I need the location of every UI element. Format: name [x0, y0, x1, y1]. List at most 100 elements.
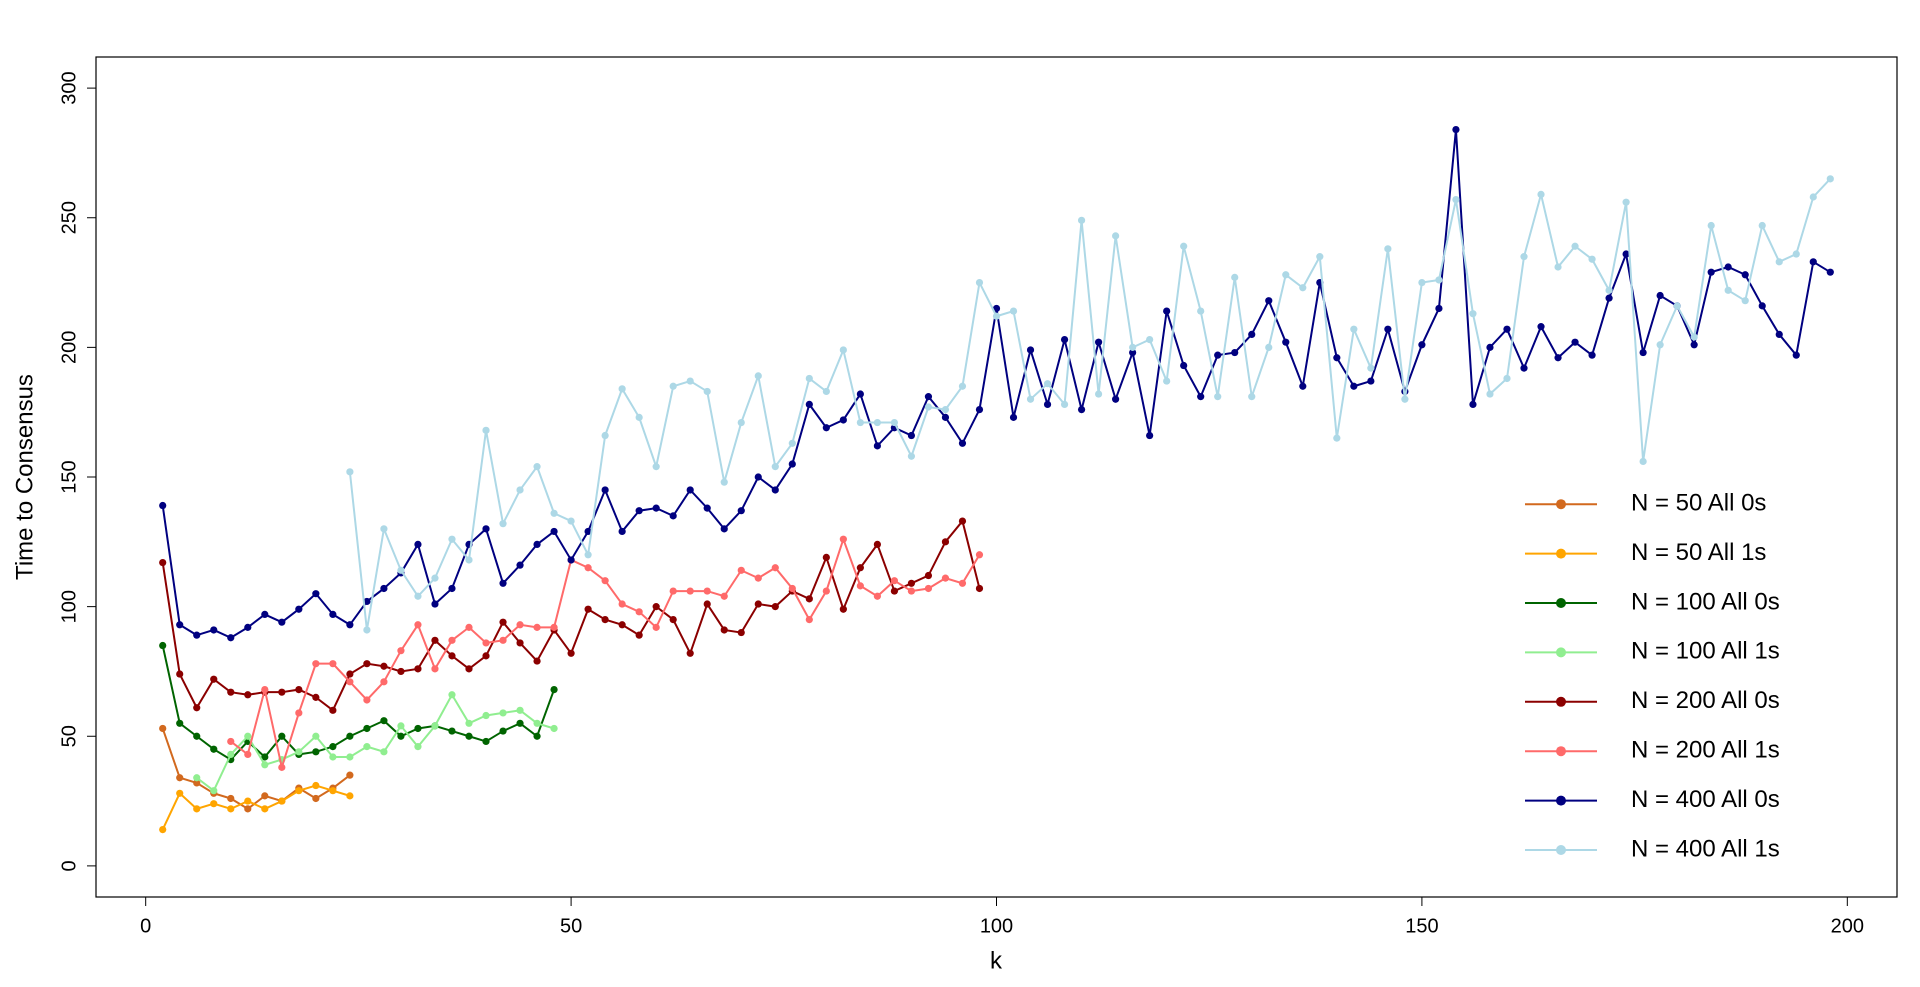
data-point: [1146, 431, 1154, 440]
data-point: [754, 600, 762, 608]
data-point: [312, 693, 320, 701]
data-point: [1214, 393, 1222, 401]
data-point: [1112, 232, 1120, 240]
data-point: [329, 753, 337, 761]
data-point: [1231, 273, 1239, 281]
legend-label: N = 200 All 1s: [1631, 737, 1780, 764]
data-point: [414, 592, 422, 600]
data-point: [1077, 405, 1086, 414]
data-point: [465, 556, 473, 564]
data-point: [380, 717, 388, 725]
data-point: [397, 566, 405, 574]
data-point: [550, 623, 558, 631]
data-point: [329, 743, 337, 751]
data-point: [346, 792, 354, 800]
data-point: [431, 574, 439, 582]
data-point: [669, 615, 677, 624]
series-line: [161, 645, 556, 761]
data-point: [907, 452, 916, 460]
data-point: [1588, 255, 1596, 263]
data-point: [1129, 348, 1137, 357]
data-point: [635, 507, 643, 515]
data-point: [839, 535, 847, 543]
data-point: [975, 278, 984, 287]
data-point: [720, 478, 728, 486]
data-point: [856, 564, 864, 572]
data-point: [1401, 395, 1409, 403]
data-point: [805, 595, 813, 603]
data-point: [975, 584, 984, 593]
data-point: [193, 805, 201, 813]
data-point: [754, 473, 762, 481]
data-point: [720, 525, 728, 533]
data-point: [227, 634, 235, 642]
data-point: [1316, 253, 1324, 261]
data-point: [346, 621, 354, 629]
data-point: [363, 696, 371, 704]
data-point: [533, 463, 541, 471]
data-point: [635, 413, 643, 421]
data-point: [669, 587, 677, 595]
data-point: [244, 623, 252, 631]
data-point: [499, 520, 507, 528]
data-point: [176, 789, 184, 797]
data-point: [227, 750, 235, 759]
data-point: [1418, 341, 1426, 349]
data-point: [1741, 297, 1749, 305]
data-point: [312, 748, 320, 756]
data-point: [1452, 125, 1460, 134]
data-point: [1741, 271, 1749, 279]
data-point: [1043, 400, 1052, 409]
legend-label: N = 50 All 0s: [1631, 490, 1766, 517]
data-point: [652, 603, 660, 611]
data-point: [1435, 276, 1443, 284]
data-point: [1163, 307, 1171, 315]
data-point: [193, 774, 201, 782]
data-point: [1758, 302, 1766, 310]
data-point: [720, 592, 728, 600]
data-point: [1690, 333, 1698, 341]
data-point: [1009, 307, 1018, 315]
series-line: [348, 178, 1832, 631]
data-point: [210, 675, 218, 683]
data-point: [380, 748, 388, 756]
data-point: [1043, 380, 1052, 388]
data-point: [1639, 348, 1647, 357]
data-point: [737, 418, 745, 427]
data-point: [788, 460, 796, 468]
data-point: [482, 711, 490, 720]
data-point: [346, 753, 354, 761]
data-point: [244, 691, 252, 699]
data-point: [1571, 242, 1579, 250]
data-point: [1282, 338, 1290, 346]
data-point: [805, 615, 813, 624]
data-point: [176, 774, 184, 782]
plot-box: [95, 56, 1898, 898]
data-point: [1826, 175, 1834, 183]
data-point: [227, 737, 235, 746]
data-point: [992, 312, 1001, 320]
data-point: [329, 660, 337, 668]
data-point: [516, 706, 524, 714]
data-point: [295, 748, 303, 756]
data-point: [907, 579, 916, 587]
data-point: [278, 618, 286, 626]
data-point: [295, 685, 303, 694]
data-point: [1622, 198, 1630, 206]
data-point: [312, 732, 320, 740]
data-point: [873, 592, 881, 600]
series-line: [161, 129, 1831, 639]
data-point: [482, 525, 490, 533]
data-point: [567, 649, 575, 657]
data-point: [958, 382, 967, 390]
data-point: [1792, 250, 1800, 258]
data-point: [448, 636, 456, 644]
data-point: [1146, 335, 1154, 344]
data-point: [584, 605, 592, 613]
data-point: [533, 657, 541, 665]
data-point: [788, 439, 796, 447]
data-point: [1214, 351, 1222, 359]
data-point: [448, 691, 456, 699]
data-point: [754, 372, 762, 380]
